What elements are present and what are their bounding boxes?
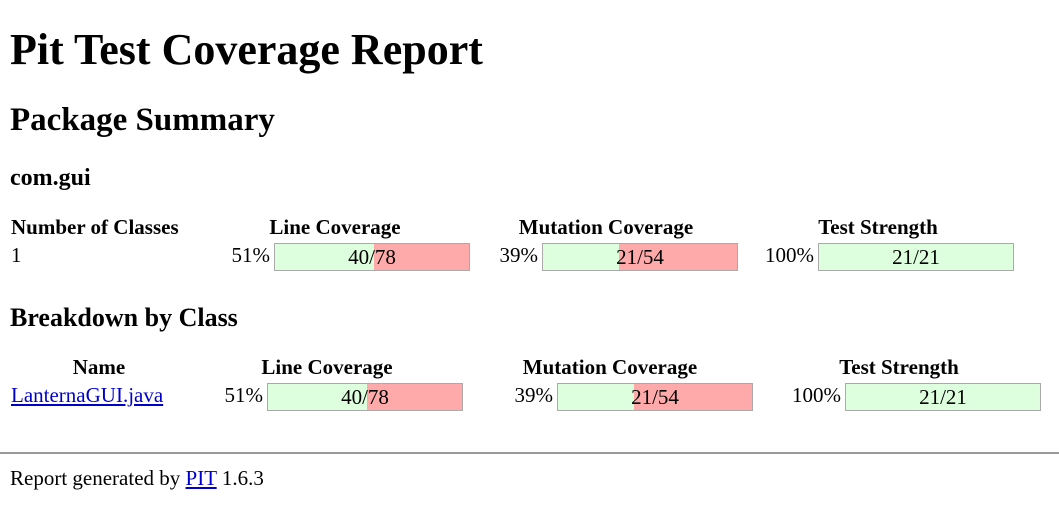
covered-segment <box>268 384 367 410</box>
line-coverage-percent: 51% <box>224 383 264 407</box>
test-strength-cell: 21/21 <box>844 382 1042 412</box>
covered-segment <box>819 244 1013 270</box>
test-strength-bar: 21/21 <box>845 383 1041 411</box>
line-coverage-cell: 40/78 <box>266 382 464 412</box>
breakdown-heading: Breakdown by Class <box>10 303 238 332</box>
package-summary-heading: Package Summary <box>10 102 275 138</box>
footer: Report generated by PIT 1.6.3 <box>10 466 1059 491</box>
line-coverage-bar: 40/78 <box>274 243 470 271</box>
table-row: LanternaGUI.java 51% 40/78 39% 21/54 <box>10 382 1042 412</box>
covered-segment <box>275 244 374 270</box>
test-strength-cell: 21/21 <box>817 242 1015 272</box>
mutation-coverage-legend: 21/54 <box>616 245 664 269</box>
page-title: Pit Test Coverage Report <box>10 25 483 74</box>
line-coverage-bar: 40/78 <box>267 383 463 411</box>
class-link[interactable]: LanternaGUI.java <box>11 383 164 407</box>
header-mutation-coverage: Mutation Coverage <box>522 355 698 379</box>
package-name: com.gui <box>10 165 91 191</box>
test-strength-percent: 100% <box>765 243 814 267</box>
uncovered-segment <box>373 244 469 270</box>
header-test-strength: Test Strength <box>839 355 959 379</box>
line-coverage-legend: 40/78 <box>348 245 396 269</box>
mutation-coverage-percent: 39% <box>499 243 539 267</box>
uncovered-segment <box>618 244 737 270</box>
header-name: Name <box>72 355 126 379</box>
test-strength-percent: 100% <box>792 383 841 407</box>
uncovered-segment <box>633 384 752 410</box>
line-coverage-percent: 51% <box>231 243 271 267</box>
mutation-coverage-bar: 21/54 <box>557 383 753 411</box>
class-name-cell: LanternaGUI.java <box>10 382 188 412</box>
test-strength-legend: 21/21 <box>919 385 967 409</box>
mutation-coverage-cell: 21/54 <box>541 242 739 272</box>
header-line-coverage: Line Coverage <box>269 215 401 239</box>
header-number-of-classes: Number of Classes <box>11 215 179 239</box>
mutation-coverage-legend: 21/54 <box>631 385 679 409</box>
covered-segment <box>846 384 1040 410</box>
header-test-strength: Test Strength <box>818 215 938 239</box>
package-summary-table: Number of Classes Line Coverage Mutation… <box>8 212 1017 274</box>
mutation-coverage-percent: 39% <box>514 383 554 407</box>
number-of-classes-value: 1 <box>11 243 22 267</box>
footer-divider <box>0 452 1059 454</box>
header-line-coverage: Line Coverage <box>261 355 393 379</box>
footer-version: 1.6.3 <box>216 466 264 490</box>
uncovered-segment <box>366 384 462 410</box>
line-coverage-legend: 40/78 <box>341 385 389 409</box>
header-mutation-coverage: Mutation Coverage <box>518 215 694 239</box>
report-page: Pit Test Coverage Report Package Summary… <box>0 25 1059 491</box>
mutation-coverage-cell: 21/54 <box>556 382 754 412</box>
covered-segment <box>543 244 619 270</box>
test-strength-legend: 21/21 <box>892 245 940 269</box>
table-row: 1 51% 40/78 39% 21/54 <box>10 242 1015 272</box>
covered-segment <box>558 384 634 410</box>
footer-prefix: Report generated by <box>10 466 186 490</box>
class-breakdown-table: Name Line Coverage Mutation Coverage Tes… <box>8 352 1044 414</box>
mutation-coverage-bar: 21/54 <box>542 243 738 271</box>
line-coverage-cell: 40/78 <box>273 242 471 272</box>
pit-link[interactable]: PIT <box>185 466 217 490</box>
test-strength-bar: 21/21 <box>818 243 1014 271</box>
